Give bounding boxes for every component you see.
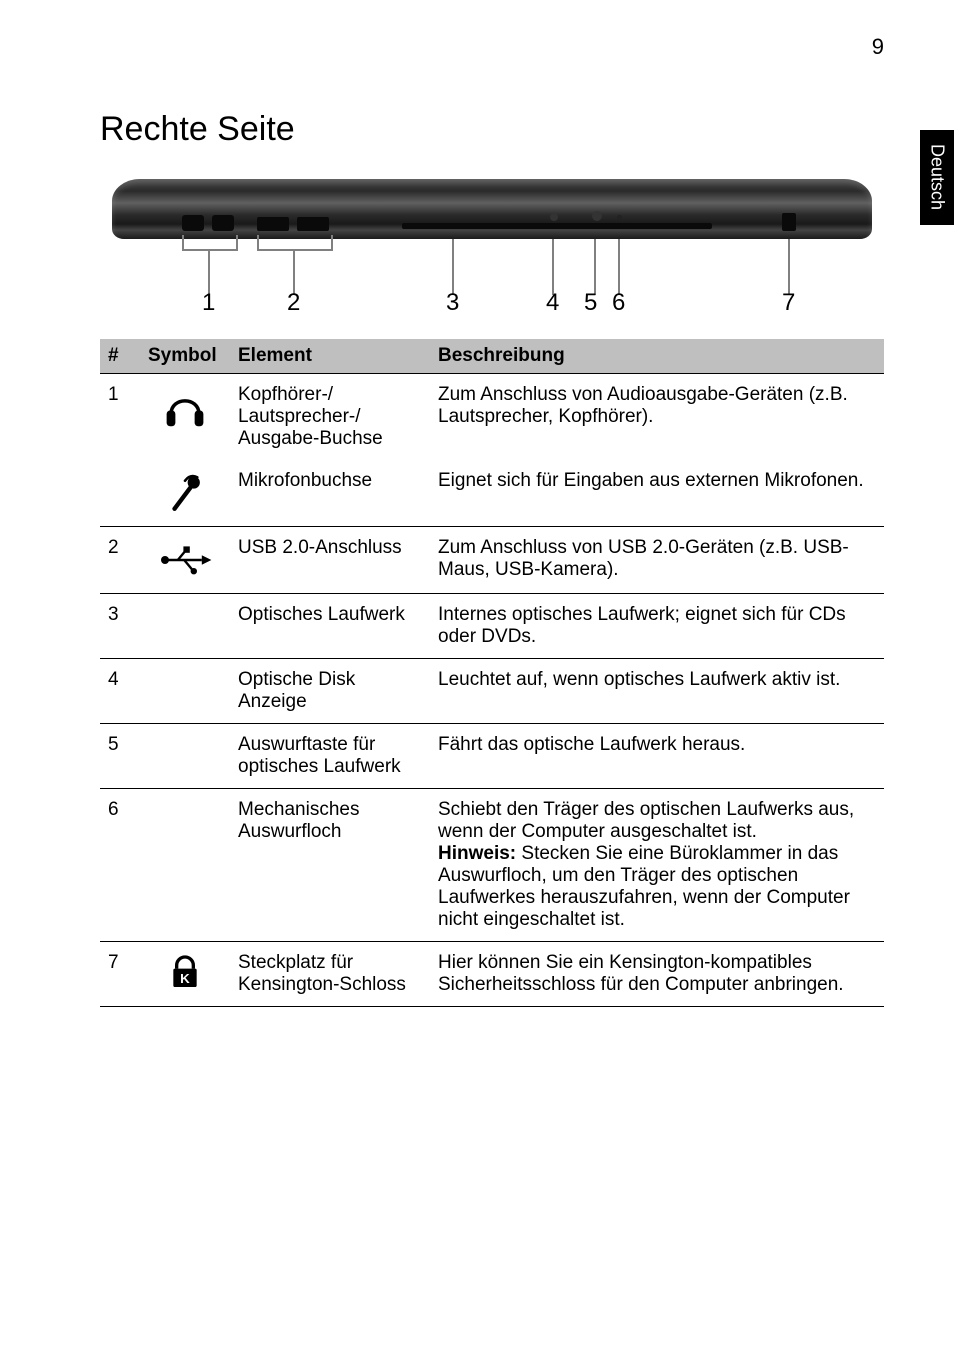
th-desc: Beschreibung: [430, 339, 884, 374]
port-usb-2: [297, 217, 329, 231]
callout-num-3: 3: [446, 289, 459, 317]
mic-icon: [157, 470, 213, 516]
callout-num-4: 4: [546, 289, 559, 317]
optical-drive-slot: [402, 223, 712, 229]
table-row: 5 Auswurftaste für optisches Laufwerk Fä…: [100, 724, 884, 789]
eject-button: [592, 211, 602, 221]
table-row: 1 Kopfhörer-/ Lautsprecher-/ Ausgabe-Buc…: [100, 374, 884, 461]
kensington-lock-icon: K: [165, 952, 205, 992]
row-element: Steckplatz für Kensington-Schloss: [230, 942, 430, 1007]
hinweis-label: Hinweis:: [438, 843, 516, 864]
laptop-side-view: [112, 179, 872, 239]
row-element: Kopfhörer-/ Lautsprecher-/ Ausgabe-Buchs…: [230, 374, 430, 461]
port-mic: [212, 215, 234, 231]
row-symbol: [140, 724, 230, 789]
table-row: Mikrofonbuchse Eignet sich für Eingaben …: [100, 460, 884, 527]
optical-led: [550, 213, 558, 221]
row-num: 1: [100, 374, 140, 461]
emergency-eject-hole: [617, 215, 622, 220]
row-num: 7: [100, 942, 140, 1007]
svg-text:K: K: [180, 971, 190, 986]
callout-num-6: 6: [612, 289, 625, 317]
callout-line-5: [594, 239, 596, 295]
callout-num-5: 5: [584, 289, 597, 317]
language-tab: Deutsch: [920, 130, 954, 225]
row-desc: Zum Anschluss von Audioausgabe-Geräten (…: [430, 374, 884, 461]
row-element: Optisches Laufwerk: [230, 594, 430, 659]
table-row: 4 Optische Disk Anzeige Leuchtet auf, we…: [100, 659, 884, 724]
section-title: Rechte Seite: [100, 110, 884, 149]
callout-num-1: 1: [202, 289, 215, 317]
row-num: [100, 460, 140, 527]
row-num: 3: [100, 594, 140, 659]
row-element: Mikrofonbuchse: [230, 460, 430, 527]
row-num: 2: [100, 527, 140, 594]
row-desc: Leuchtet auf, wenn optisches Laufwerk ak…: [430, 659, 884, 724]
port-usb-1: [257, 217, 289, 231]
row-element: Optische Disk Anzeige: [230, 659, 430, 724]
table-header-row: # Symbol Element Beschreibung: [100, 339, 884, 374]
callout-line-4a: [552, 239, 554, 263]
row-symbol: K: [140, 942, 230, 1007]
usb-icon: [157, 537, 213, 583]
laptop-diagram: 1 2 3 4 5 6 7: [112, 179, 872, 319]
row-element: Auswurftaste für optisches Laufwerk: [230, 724, 430, 789]
row-element: USB 2.0-Anschluss: [230, 527, 430, 594]
row-desc: Zum Anschluss von USB 2.0-Geräten (z.B. …: [430, 527, 884, 594]
th-element: Element: [230, 339, 430, 374]
row-desc: Internes optisches Laufwerk; eignet sich…: [430, 594, 884, 659]
table-row: 7 K Steckplatz für Kensington-Schloss Hi…: [100, 942, 884, 1007]
row-symbol: [140, 659, 230, 724]
port-audio-out: [182, 215, 204, 231]
row-desc: Hier können Sie ein Kensington-kompatibl…: [430, 942, 884, 1007]
row-desc: Eignet sich für Eingaben aus externen Mi…: [430, 460, 884, 527]
kensington-slot: [782, 213, 796, 231]
row-desc: Fährt das optische Laufwerk heraus.: [430, 724, 884, 789]
row-symbol: [140, 460, 230, 527]
th-num: #: [100, 339, 140, 374]
table-row: 2 USB 2.0-Anschluss Zum Anschluss von US…: [100, 527, 884, 594]
row-symbol: [140, 374, 230, 461]
row-symbol: [140, 789, 230, 942]
callout-line-6: [618, 239, 620, 295]
table-row: 6 Mechanisches Auswurfloch Schiebt den T…: [100, 789, 884, 942]
bracket-1: [182, 235, 238, 251]
row-num: 5: [100, 724, 140, 789]
callout-area: 1 2 3 4 5 6 7: [112, 239, 872, 319]
page-number: 9: [872, 34, 884, 60]
row-element: Mechanisches Auswurfloch: [230, 789, 430, 942]
headphones-icon: [157, 384, 213, 430]
row-num: 6: [100, 789, 140, 942]
bracket-2: [257, 235, 333, 251]
row-num: 4: [100, 659, 140, 724]
callout-num-2: 2: [287, 289, 300, 317]
row-desc: Schiebt den Träger des optischen Laufwer…: [430, 789, 884, 942]
callout-line-7: [788, 239, 790, 295]
spec-table: # Symbol Element Beschreibung 1 Kopfhöre…: [100, 339, 884, 1007]
th-symbol: Symbol: [140, 339, 230, 374]
desc-pre: Schiebt den Träger des optischen Laufwer…: [438, 799, 854, 842]
row-symbol: [140, 527, 230, 594]
callout-num-7: 7: [782, 289, 795, 317]
table-row: 3 Optisches Laufwerk Internes optisches …: [100, 594, 884, 659]
callout-line-3: [452, 239, 454, 295]
row-symbol: [140, 594, 230, 659]
